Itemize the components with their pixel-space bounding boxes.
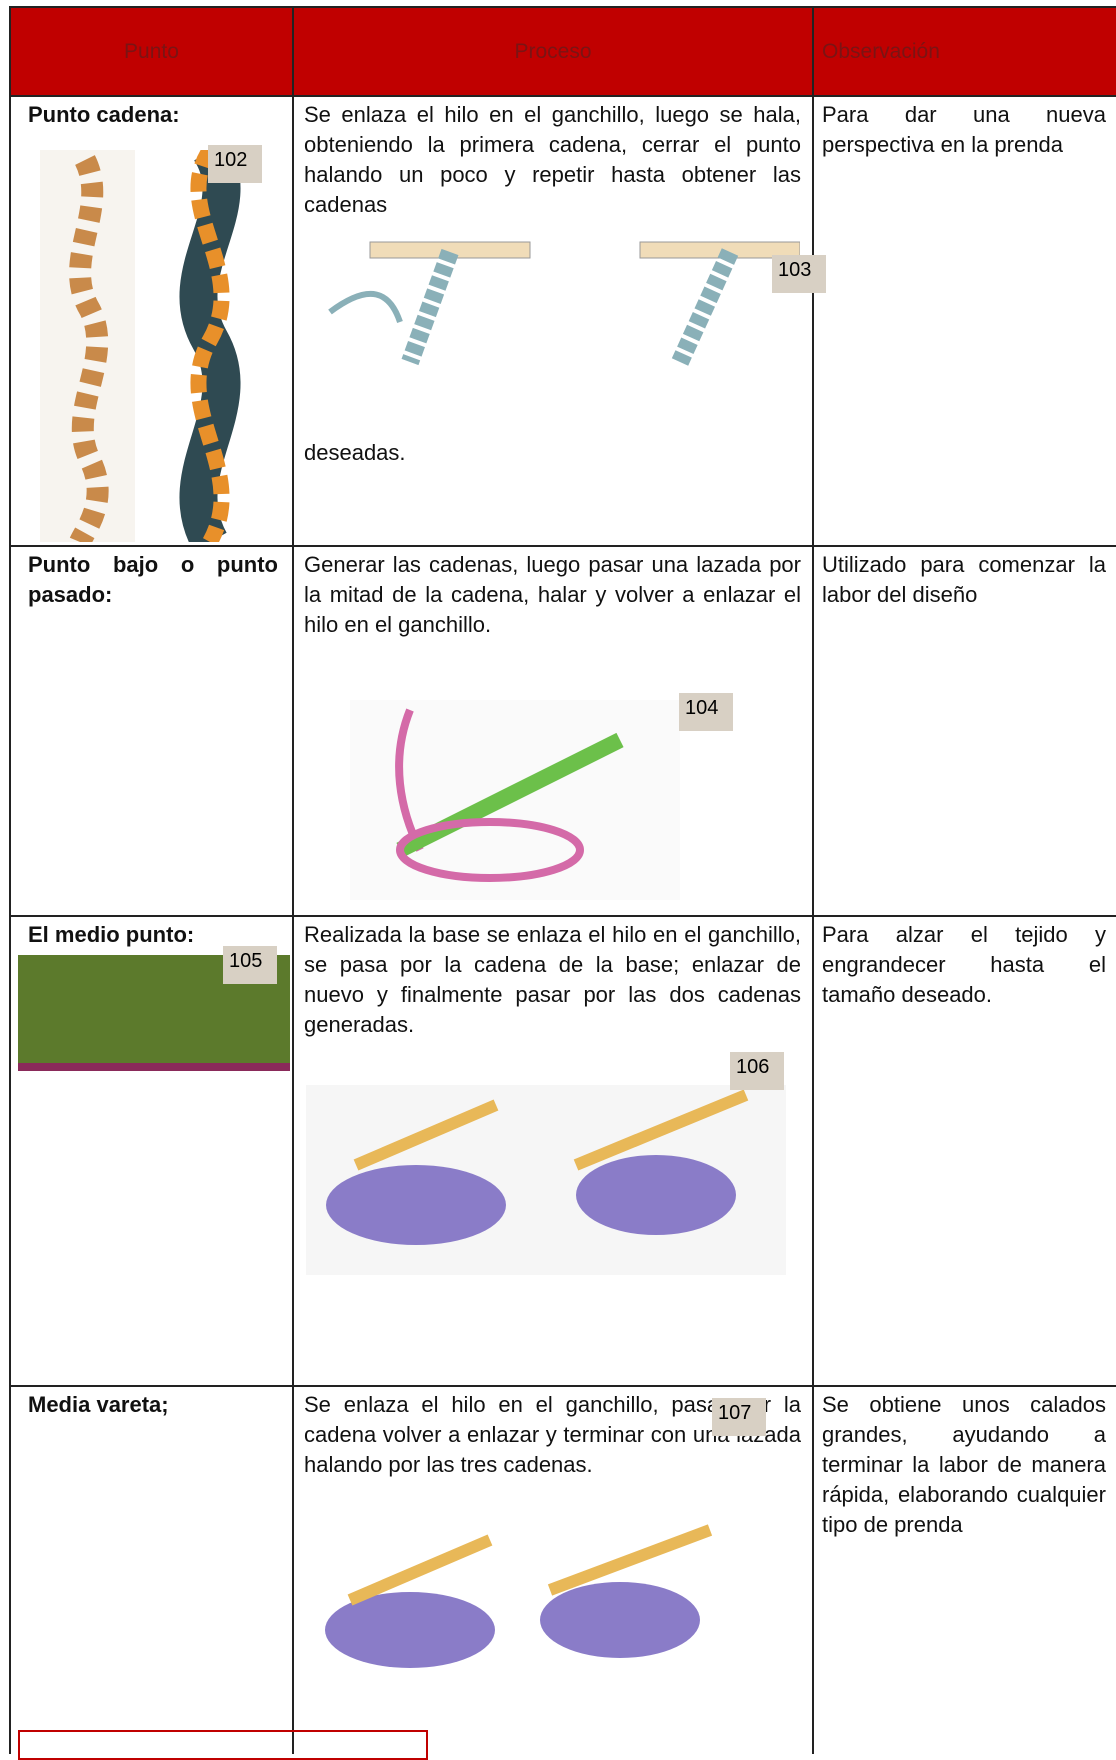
border <box>9 1385 1116 1387</box>
diagram <box>306 1085 786 1275</box>
process-text: Realizada la base se enlaza el hilo en e… <box>304 922 801 1037</box>
border <box>9 6 11 1754</box>
border <box>9 95 1116 97</box>
process-text: deseadas. <box>304 440 406 465</box>
figure-label: 106 <box>730 1052 784 1090</box>
image <box>40 150 260 542</box>
header-cell: Punto <box>11 8 292 95</box>
diagram <box>350 700 680 900</box>
figure-label: 105 <box>223 946 277 984</box>
observation-text: Se obtiene unos calados grandes, ayudand… <box>822 1392 1106 1537</box>
observation-text: Para dar una nueva perspectiva en la pre… <box>822 102 1106 157</box>
header-cell: Observación <box>814 8 1116 95</box>
border <box>292 8 294 1754</box>
border <box>812 8 814 1754</box>
observation-text: Para alzar el tejido y engrandecer hasta… <box>822 922 1106 1007</box>
figure-label: 103 <box>772 255 826 293</box>
process-text: Se enlaza el hilo en el ganchillo, pasar… <box>304 1392 801 1477</box>
stitch-name: Punto cadena: <box>28 102 180 127</box>
header-cell: Proceso <box>294 8 812 95</box>
border <box>9 6 1116 8</box>
border <box>9 915 1116 917</box>
border <box>9 545 1116 547</box>
highlight-box <box>18 1730 428 1760</box>
process-text: Generar las cadenas, luego pasar una laz… <box>304 552 801 637</box>
stitch-name: El medio punto: <box>28 922 195 947</box>
figure-label: 104 <box>679 693 733 731</box>
stitch-name: Punto bajo o punto pasado: <box>28 552 278 607</box>
diagram <box>328 241 800 366</box>
figure-label: 102 <box>208 145 262 183</box>
observation-text: Utilizado para comenzar la labor del dis… <box>822 552 1106 607</box>
stitch-name: Media vareta; <box>28 1392 169 1417</box>
diagram <box>325 1524 713 1668</box>
figure-label: 107 <box>712 1398 766 1436</box>
process-text: Se enlaza el hilo en el ganchillo, luego… <box>304 102 801 217</box>
